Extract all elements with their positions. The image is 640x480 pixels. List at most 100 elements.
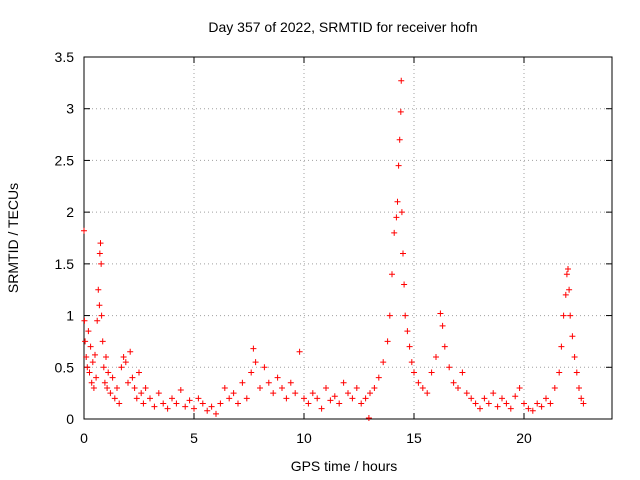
data-point xyxy=(398,209,405,216)
x-tick-label: 15 xyxy=(406,430,422,446)
data-point xyxy=(395,162,402,169)
data-point xyxy=(534,400,541,407)
data-point xyxy=(250,345,257,352)
data-point xyxy=(503,400,510,407)
data-point xyxy=(521,400,527,407)
data-point xyxy=(406,343,413,350)
data-point xyxy=(371,384,378,391)
data-point xyxy=(195,395,202,402)
data-point xyxy=(125,379,131,386)
data-point xyxy=(428,369,435,376)
data-point xyxy=(331,393,338,400)
data-point xyxy=(578,395,585,402)
data-point xyxy=(142,384,149,391)
data-point xyxy=(100,364,107,371)
data-point xyxy=(538,403,545,410)
data-point xyxy=(551,384,558,391)
data-point xyxy=(81,317,88,324)
data-point xyxy=(87,343,94,350)
data-point xyxy=(270,390,277,397)
data-point xyxy=(468,395,475,402)
data-point xyxy=(569,333,576,340)
data-point xyxy=(243,395,250,402)
data-point xyxy=(88,379,95,386)
data-point xyxy=(408,359,415,366)
data-point xyxy=(199,400,206,407)
data-point xyxy=(439,322,446,329)
data-point xyxy=(516,384,523,391)
data-point xyxy=(547,400,554,407)
y-tick-labels: 0 0.5 1 1.5 2 2.5 3 3.5 xyxy=(55,49,75,427)
data-point xyxy=(97,240,104,247)
data-point xyxy=(83,353,90,360)
data-point xyxy=(397,108,404,115)
data-point xyxy=(402,312,409,319)
data-point xyxy=(296,348,303,355)
data-point xyxy=(567,312,574,319)
data-point xyxy=(490,390,497,397)
data-point xyxy=(499,395,505,402)
data-point xyxy=(543,395,549,402)
x-tick-label: 20 xyxy=(516,430,532,446)
data-point xyxy=(309,390,316,397)
data-point xyxy=(301,395,307,402)
data-point xyxy=(109,374,116,381)
data-point xyxy=(477,405,483,412)
data-point xyxy=(133,395,140,402)
x-tick-label: 5 xyxy=(190,430,198,446)
data-point xyxy=(85,328,92,335)
chart-title: Day 357 of 2022, SRMTID for receiver hof… xyxy=(208,19,477,35)
data-point xyxy=(459,369,466,376)
data-point xyxy=(120,353,127,360)
data-point xyxy=(441,343,448,350)
y-axis-label: SRMTID / TECUs xyxy=(5,183,21,293)
data-point xyxy=(118,364,125,371)
x-tick-label: 0 xyxy=(80,430,88,446)
data-point xyxy=(494,403,501,410)
data-point xyxy=(396,136,403,143)
data-point xyxy=(455,384,461,391)
data-point xyxy=(336,400,343,407)
data-point xyxy=(177,387,184,394)
data-point xyxy=(84,364,91,371)
ticks xyxy=(83,56,612,420)
data-point xyxy=(213,410,219,417)
data-point xyxy=(340,379,347,386)
data-point xyxy=(375,374,382,381)
data-point xyxy=(481,395,488,402)
data-point xyxy=(400,250,406,257)
data-point xyxy=(116,400,123,407)
data-point xyxy=(90,384,97,391)
data-point xyxy=(155,390,162,397)
data-point xyxy=(450,379,457,386)
data-point xyxy=(446,364,453,371)
data-point xyxy=(140,400,147,407)
data-point xyxy=(292,390,299,397)
data-point xyxy=(562,291,569,298)
data-point xyxy=(160,400,167,407)
data-point xyxy=(345,390,351,397)
data-point xyxy=(565,266,571,273)
data-point xyxy=(349,395,356,402)
data-point xyxy=(367,390,373,397)
data-point xyxy=(127,348,134,355)
data-point xyxy=(580,400,587,407)
data-series xyxy=(81,77,587,421)
data-point xyxy=(305,400,312,407)
data-point xyxy=(558,343,565,350)
data-point xyxy=(107,390,114,397)
y-tick-label: 1.5 xyxy=(55,256,75,272)
data-point xyxy=(411,369,417,376)
data-point xyxy=(248,369,255,376)
data-point xyxy=(81,227,87,234)
data-point xyxy=(92,351,98,358)
y-tick-label: 0 xyxy=(66,411,74,427)
y-tick-label: 3 xyxy=(66,101,74,117)
y-tick-label: 0.5 xyxy=(55,359,75,375)
data-point xyxy=(208,403,215,410)
data-point xyxy=(386,312,393,319)
data-point xyxy=(235,400,241,407)
data-point xyxy=(104,384,111,391)
data-point xyxy=(576,384,582,391)
data-point xyxy=(217,400,224,407)
